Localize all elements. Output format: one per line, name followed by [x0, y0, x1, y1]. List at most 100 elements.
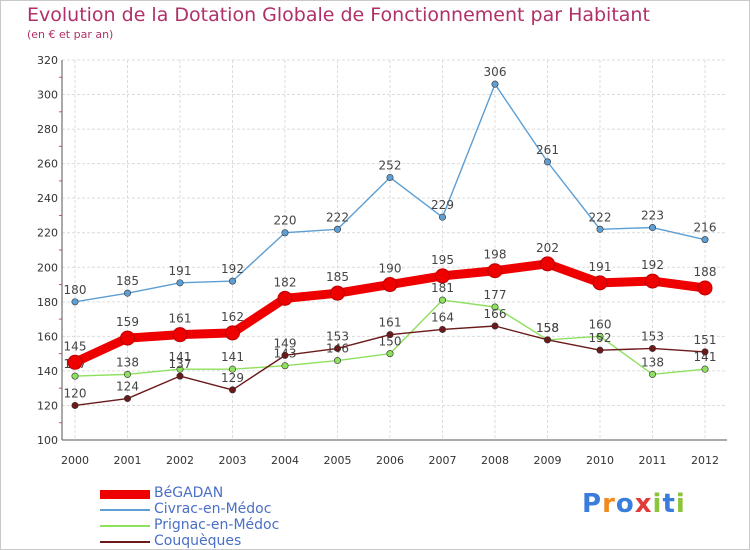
- data-point: [229, 365, 237, 373]
- data-point: [281, 362, 289, 370]
- data-point: [596, 225, 604, 233]
- x-tick-label: 2004: [271, 454, 299, 467]
- data-label: 166: [484, 307, 507, 321]
- data-label: 220: [274, 214, 297, 228]
- data-label: 149: [274, 336, 297, 350]
- data-point: [277, 290, 293, 306]
- data-point: [176, 279, 184, 287]
- data-point: [596, 332, 604, 340]
- x-tick-label: 2003: [219, 454, 247, 467]
- data-point: [701, 348, 709, 356]
- data-point: [648, 344, 656, 352]
- data-point: [124, 370, 132, 378]
- data-label: 185: [116, 274, 139, 288]
- data-point: [596, 346, 604, 354]
- chart-subtitle: (en € et par an): [27, 28, 114, 41]
- x-tick-label: 2006: [376, 454, 404, 467]
- data-point: [120, 330, 135, 346]
- data-point: [543, 158, 551, 166]
- data-label: 153: [641, 329, 664, 343]
- data-label: 180: [64, 283, 87, 297]
- data-point: [491, 322, 499, 330]
- legend-item: Civrac-en-Médoc: [100, 501, 360, 518]
- series-couqueques: 120 124 137 129 149 153 161 164 166 158 152 153 151: [64, 307, 716, 409]
- data-label: 216: [694, 221, 717, 235]
- data-label: 141: [694, 350, 717, 364]
- data-point: [540, 256, 555, 272]
- chart-title: Evolution de la Dotation Globale de Fonc…: [27, 4, 650, 26]
- data-label: 158: [536, 321, 559, 335]
- y-tick-label: 180: [37, 296, 58, 309]
- logo-letter: x: [634, 489, 653, 519]
- data-point: [71, 372, 79, 380]
- y-tick-label: 240: [37, 192, 58, 205]
- data-point: [491, 303, 499, 311]
- data-point: [176, 365, 184, 373]
- data-point: [176, 372, 184, 380]
- data-point: [648, 224, 656, 232]
- legend-swatch: [100, 541, 150, 543]
- data-label: 150: [379, 335, 402, 349]
- legend-item: Couquèques: [100, 533, 360, 550]
- data-label: 202: [536, 241, 559, 255]
- x-tick-label: 2001: [114, 454, 142, 467]
- data-label: 138: [641, 355, 664, 369]
- data-label: 159: [116, 315, 139, 329]
- data-label: 198: [484, 248, 507, 262]
- y-tick-label: 260: [37, 158, 58, 171]
- data-label: 192: [641, 258, 664, 272]
- data-label: 138: [116, 355, 139, 369]
- data-label: 129: [221, 371, 244, 385]
- legend-swatch: [100, 525, 150, 527]
- data-point: [438, 213, 446, 221]
- y-tick-label: 220: [37, 227, 58, 240]
- data-label: 191: [169, 264, 192, 278]
- legend-label: Couquèques: [154, 533, 242, 549]
- data-point: [543, 336, 551, 344]
- data-point: [229, 386, 237, 394]
- data-point: [71, 298, 79, 306]
- data-label: 261: [536, 143, 559, 157]
- data-label: 192: [221, 262, 244, 276]
- y-tick-label: 160: [37, 330, 58, 343]
- series-prignac-en-medoc: 137138141141143146150181177158160138141: [64, 281, 717, 380]
- data-point: [71, 401, 79, 409]
- data-point: [386, 173, 394, 181]
- data-label: 164: [431, 310, 454, 324]
- y-tick-label: 200: [37, 261, 58, 274]
- x-tick-label: 2008: [481, 454, 509, 467]
- data-point: [438, 296, 446, 304]
- data-point: [281, 351, 289, 359]
- data-point: [386, 331, 394, 339]
- data-label: 152: [589, 331, 612, 345]
- y-tick-label: 140: [37, 365, 58, 378]
- data-point: [333, 357, 341, 365]
- y-tick-label: 100: [37, 434, 58, 447]
- x-tick-label: 2005: [324, 454, 352, 467]
- x-tick-label: 2009: [534, 454, 562, 467]
- data-label: 229: [431, 198, 454, 212]
- logo-letter: r: [602, 489, 616, 519]
- data-label: 190: [379, 262, 402, 276]
- data-point: [648, 370, 656, 378]
- series-begadan: 145 159 161 162 182 185 190 195 198 202 191 192 188: [64, 241, 716, 370]
- data-label: 161: [379, 316, 402, 330]
- data-label: 141: [169, 350, 192, 364]
- data-label: 306: [484, 65, 507, 79]
- logo-letter: o: [615, 489, 635, 519]
- series-civrac-en-medoc: 180 185 191 192 220 222 252 229 306 261 222 223 216: [64, 65, 717, 306]
- data-point: [67, 354, 83, 370]
- legend-item: BéGADAN: [100, 485, 360, 502]
- data-point: [333, 225, 341, 233]
- legend-label: Prignac-en-Médoc: [154, 517, 280, 533]
- data-point: [229, 277, 237, 285]
- legend-swatch: [100, 490, 150, 499]
- y-tick-label: 320: [37, 54, 58, 67]
- data-label: 222: [326, 210, 349, 224]
- data-point: [281, 229, 289, 237]
- data-label: 124: [116, 380, 139, 394]
- data-label: 252: [379, 158, 402, 172]
- legend-swatch: [100, 509, 150, 511]
- data-label: 160: [589, 317, 612, 331]
